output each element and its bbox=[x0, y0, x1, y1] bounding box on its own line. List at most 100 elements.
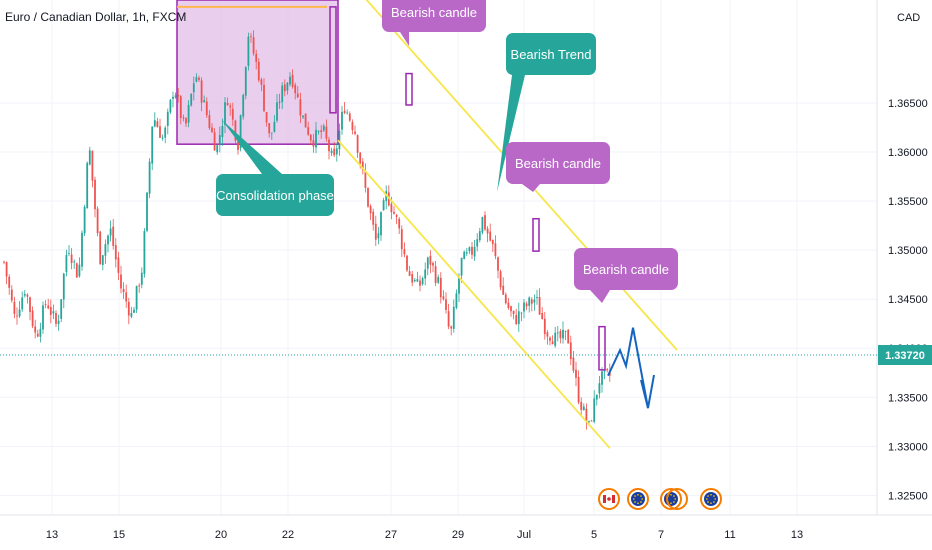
annotation-callouts: Bearish candle Bearish Trend Bearish candl… bbox=[216, 0, 678, 303]
time-tick-label: 5 bbox=[591, 529, 597, 541]
up-candle bbox=[39, 322, 42, 343]
down-candle bbox=[471, 241, 473, 260]
down-candle bbox=[309, 133, 312, 145]
up-candle bbox=[416, 271, 419, 283]
up-candle bbox=[476, 233, 479, 252]
callout-label: Bearish Trend bbox=[511, 47, 592, 62]
candle-body bbox=[57, 320, 60, 325]
down-candle bbox=[484, 211, 486, 232]
candle-body bbox=[533, 299, 536, 303]
down-candle bbox=[8, 274, 11, 295]
down-candle bbox=[112, 218, 115, 250]
candle-body bbox=[403, 249, 406, 255]
up-candle bbox=[520, 311, 523, 322]
candle-body bbox=[263, 84, 265, 112]
down-candle bbox=[486, 226, 489, 243]
candle-body bbox=[525, 303, 528, 307]
callout-1: Bearish candle bbox=[382, 0, 486, 46]
candle-body bbox=[296, 93, 299, 98]
time-tick-label: 29 bbox=[452, 529, 464, 541]
candle-body bbox=[312, 140, 315, 147]
candle-body bbox=[182, 117, 185, 119]
marked-candle-box bbox=[329, 6, 337, 114]
candle-body bbox=[52, 311, 55, 314]
down-candle bbox=[260, 77, 263, 92]
time-tick-labels: 13 15 20 22 27 29 Jul 5 7 11 13 bbox=[46, 529, 803, 541]
time-axis[interactable]: 13 15 20 22 27 29 Jul 5 7 11 13 bbox=[0, 514, 932, 541]
time-tick-label: 13 bbox=[791, 529, 803, 541]
candle-body bbox=[507, 302, 510, 309]
candle-body bbox=[346, 112, 349, 114]
down-candle bbox=[29, 296, 31, 321]
down-candle bbox=[367, 187, 369, 208]
down-candle bbox=[575, 361, 577, 387]
candle-body bbox=[491, 239, 494, 245]
up-candle bbox=[148, 158, 151, 199]
down-candle bbox=[250, 32, 252, 43]
candle-body bbox=[34, 326, 37, 333]
candle-body bbox=[55, 313, 57, 324]
price-tick-labels: 1.325001.330001.335001.340001.345001.350… bbox=[888, 98, 928, 502]
candle-body bbox=[78, 264, 81, 277]
up-candle bbox=[60, 299, 63, 323]
candle-body bbox=[504, 294, 507, 304]
candle-body bbox=[122, 288, 125, 293]
flag-star bbox=[674, 498, 676, 500]
up-candle bbox=[146, 191, 148, 233]
candle-body bbox=[237, 141, 239, 151]
down-candle bbox=[36, 329, 39, 338]
up-candle bbox=[341, 105, 343, 135]
candle-body bbox=[29, 297, 31, 313]
consolidation-zone bbox=[176, 0, 339, 145]
candle-body bbox=[291, 74, 294, 87]
candle-body bbox=[426, 257, 429, 269]
candle-body bbox=[465, 252, 468, 254]
candle-body bbox=[445, 299, 447, 310]
candle-body bbox=[486, 228, 489, 234]
up-candle bbox=[242, 93, 245, 120]
up-candle bbox=[481, 216, 484, 235]
candle-body bbox=[367, 187, 369, 207]
flag-star bbox=[713, 501, 715, 503]
candle-body bbox=[23, 293, 26, 296]
candle-body bbox=[476, 239, 479, 247]
candle-body bbox=[242, 94, 245, 117]
down-candle bbox=[364, 163, 367, 193]
down-candle bbox=[122, 282, 125, 300]
up-candle bbox=[380, 211, 382, 241]
up-candle bbox=[62, 272, 65, 309]
candle-body bbox=[96, 208, 99, 234]
candle-body bbox=[159, 126, 161, 138]
candle-body bbox=[255, 53, 258, 62]
marked-candle-box bbox=[598, 325, 606, 371]
candle-body bbox=[205, 101, 208, 116]
candle-body bbox=[304, 113, 307, 128]
candle-body bbox=[268, 123, 271, 134]
callout-box bbox=[574, 248, 678, 290]
candle-body bbox=[325, 126, 328, 139]
down-candle bbox=[99, 230, 102, 265]
up-candle bbox=[528, 296, 531, 313]
candle-body bbox=[499, 271, 502, 288]
down-candle bbox=[185, 117, 187, 128]
price-axis[interactable]: CAD 1.325001.330001.335001.340001.345001… bbox=[0, 0, 932, 515]
down-candle bbox=[439, 272, 442, 304]
up-candle bbox=[172, 91, 174, 108]
candle-body bbox=[281, 85, 284, 103]
up-candle bbox=[109, 220, 112, 242]
down-candle bbox=[125, 284, 128, 308]
up-candle bbox=[562, 321, 564, 344]
down-candle bbox=[543, 311, 546, 340]
down-candle bbox=[429, 250, 432, 274]
down-candle bbox=[257, 58, 260, 83]
candle-body bbox=[377, 233, 380, 239]
down-candle bbox=[515, 308, 518, 326]
up-candle bbox=[135, 285, 138, 314]
candle-body bbox=[458, 277, 460, 294]
down-candle bbox=[512, 310, 515, 320]
up-candle bbox=[468, 246, 471, 254]
up-candle bbox=[582, 403, 585, 411]
event-ring-stack bbox=[666, 488, 688, 510]
